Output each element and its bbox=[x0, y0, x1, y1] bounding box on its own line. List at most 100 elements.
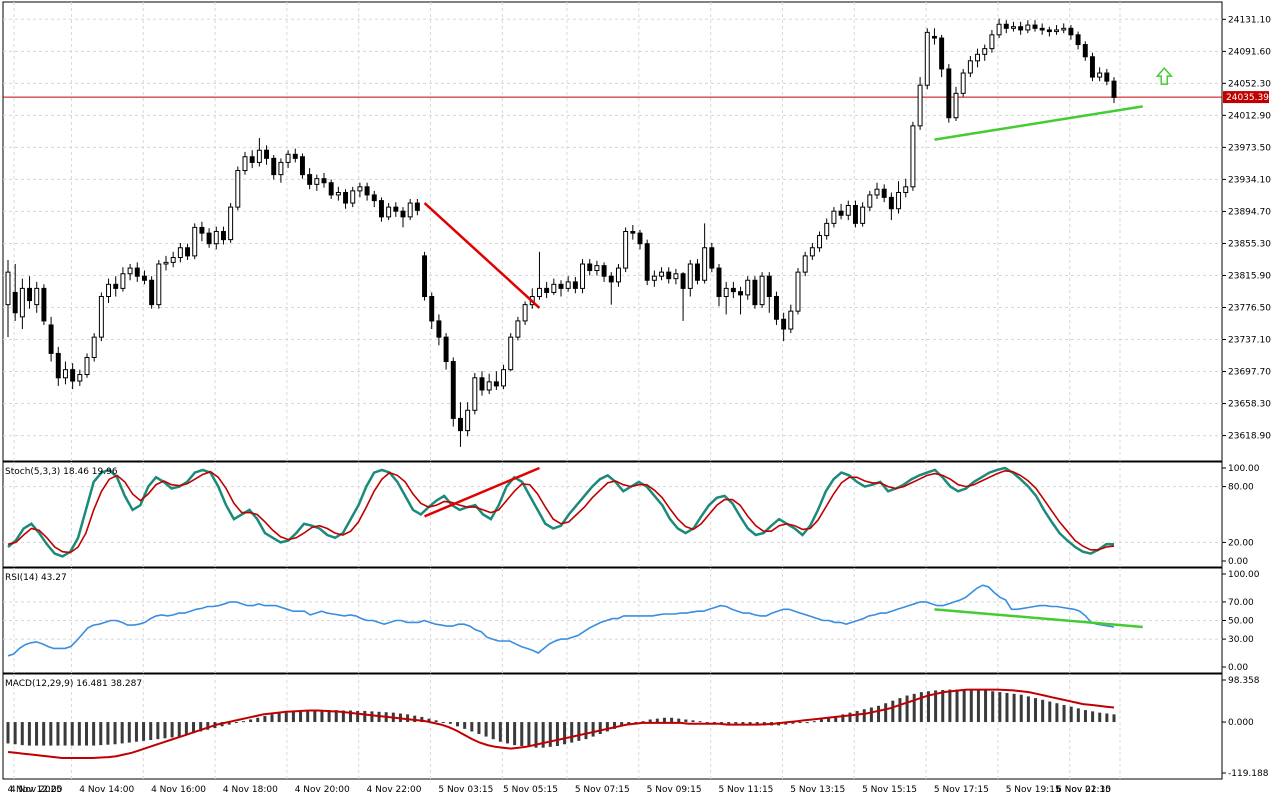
candle-body bbox=[788, 310, 794, 330]
macd-histogram-bar bbox=[456, 722, 460, 727]
macd-histogram-bar bbox=[334, 710, 338, 723]
candle-body bbox=[450, 361, 456, 419]
candle-body bbox=[1018, 26, 1024, 31]
candle-body bbox=[285, 153, 291, 163]
macd-histogram-bar bbox=[1048, 701, 1052, 723]
price-axis-label: 23618.90 bbox=[1228, 432, 1271, 442]
macd-histogram-bar bbox=[199, 722, 203, 732]
price-panel-frame bbox=[2, 1, 1223, 462]
candle-body bbox=[1089, 56, 1095, 78]
macd-histogram-bar bbox=[234, 722, 238, 724]
candle-body bbox=[328, 182, 334, 196]
price-axis-label: 23776.50 bbox=[1228, 303, 1271, 313]
macd-histogram-bar bbox=[812, 721, 816, 723]
macd-histogram-bar bbox=[941, 689, 945, 723]
macd-histogram-bar bbox=[149, 722, 153, 741]
macd-histogram-bar bbox=[142, 722, 146, 741]
candle-body bbox=[752, 279, 758, 306]
candle-body bbox=[860, 206, 866, 224]
candle-body bbox=[910, 125, 916, 188]
macd-histogram-bar bbox=[184, 722, 188, 735]
candle-body bbox=[213, 231, 219, 245]
stoch-panel-frame bbox=[2, 461, 1223, 568]
price-axis-label: 24131.10 bbox=[1228, 15, 1271, 25]
x-axis-tick-label: 5 Nov 09:15 bbox=[647, 785, 702, 795]
macd-histogram-bar bbox=[1055, 703, 1059, 723]
macd-histogram-bar bbox=[49, 722, 53, 746]
rsi-divergence-line bbox=[934, 608, 1143, 629]
candle-body bbox=[838, 210, 844, 216]
macd-histogram-bar bbox=[705, 722, 709, 724]
macd-histogram-bar bbox=[984, 690, 988, 723]
stoch-axis-label: 20.00 bbox=[1228, 538, 1254, 548]
stoch-divergence-line bbox=[424, 466, 540, 518]
price-axis-label: 23658.30 bbox=[1228, 400, 1271, 410]
macd-histogram-bar bbox=[819, 719, 823, 723]
x-axis-tick-label: 5 Nov 17:15 bbox=[934, 785, 989, 795]
stoch-axis-label: 0.00 bbox=[1228, 557, 1248, 567]
macd-histogram-bar bbox=[748, 722, 752, 725]
macd-histogram-bar bbox=[170, 722, 174, 738]
x-axis-tick-label: 6 Nov 02:30 bbox=[1056, 785, 1111, 795]
macd-histogram-bar bbox=[420, 716, 424, 723]
candle-body bbox=[149, 279, 155, 306]
candle-body bbox=[738, 291, 744, 296]
candle-body bbox=[1111, 80, 1117, 98]
candle-body bbox=[673, 273, 679, 280]
macd-histogram-bar bbox=[241, 721, 245, 723]
candle-body bbox=[400, 210, 406, 218]
price-axis-label: 23815.90 bbox=[1228, 271, 1271, 281]
candle-body bbox=[515, 320, 521, 338]
candle-body bbox=[120, 273, 126, 289]
candle-body bbox=[307, 174, 313, 185]
macd-histogram-bar bbox=[548, 722, 552, 747]
x-axis-tick-label: 5 Nov 07:15 bbox=[575, 785, 630, 795]
candle-body bbox=[1075, 34, 1081, 46]
candle-body bbox=[106, 283, 112, 298]
rsi-series-line bbox=[7, 584, 1115, 657]
candle-body bbox=[536, 287, 542, 298]
candle-body bbox=[1003, 23, 1009, 29]
macd-histogram-bar bbox=[627, 722, 631, 725]
macd-histogram-bar bbox=[127, 722, 131, 743]
candle-body bbox=[723, 287, 729, 298]
macd-histogram-bar bbox=[555, 722, 559, 746]
macd-histogram-bar bbox=[249, 719, 253, 723]
macd-histogram-bar bbox=[327, 710, 331, 723]
macd-histogram-bar bbox=[1062, 704, 1066, 723]
macd-histogram-bar bbox=[541, 722, 545, 748]
candle-body bbox=[170, 257, 176, 263]
x-axis-tick-label: 5 Nov 03:15 bbox=[438, 785, 493, 795]
candle-body bbox=[422, 255, 428, 298]
macd-histogram-bar bbox=[1076, 708, 1080, 723]
candle-body bbox=[630, 231, 636, 234]
stoch-axis-label: 100.00 bbox=[1228, 464, 1260, 474]
candle-body bbox=[623, 231, 629, 269]
macd-histogram-bar bbox=[27, 722, 31, 746]
macd-histogram-bar bbox=[598, 722, 602, 735]
candle-body bbox=[580, 263, 586, 289]
macd-histogram-bar bbox=[698, 721, 702, 723]
rsi-axis-label: 30.00 bbox=[1228, 635, 1254, 645]
candle-body bbox=[702, 247, 708, 281]
candle-body bbox=[946, 68, 952, 119]
candle-body bbox=[831, 210, 837, 224]
candle-body bbox=[364, 186, 370, 196]
candle-body bbox=[1082, 44, 1088, 58]
macd-histogram-bar bbox=[727, 722, 731, 724]
macd-histogram-bar bbox=[92, 722, 96, 746]
candle-body bbox=[113, 283, 119, 289]
candle-body bbox=[1054, 29, 1060, 33]
x-axis-tick-label: 4 Nov 12:00 bbox=[7, 785, 62, 795]
macd-histogram-bar bbox=[498, 722, 502, 742]
candle-body bbox=[939, 37, 945, 70]
macd-histogram-bar bbox=[77, 722, 81, 746]
candle-body bbox=[443, 336, 449, 363]
stoch-axis-label: 80.00 bbox=[1228, 483, 1254, 493]
macd-histogram-bar bbox=[163, 722, 167, 739]
macd-histogram-bar bbox=[513, 722, 517, 746]
macd-histogram-bar bbox=[834, 716, 838, 723]
macd-axis-label: -119.188 bbox=[1228, 769, 1269, 779]
candle-body bbox=[1025, 24, 1031, 31]
